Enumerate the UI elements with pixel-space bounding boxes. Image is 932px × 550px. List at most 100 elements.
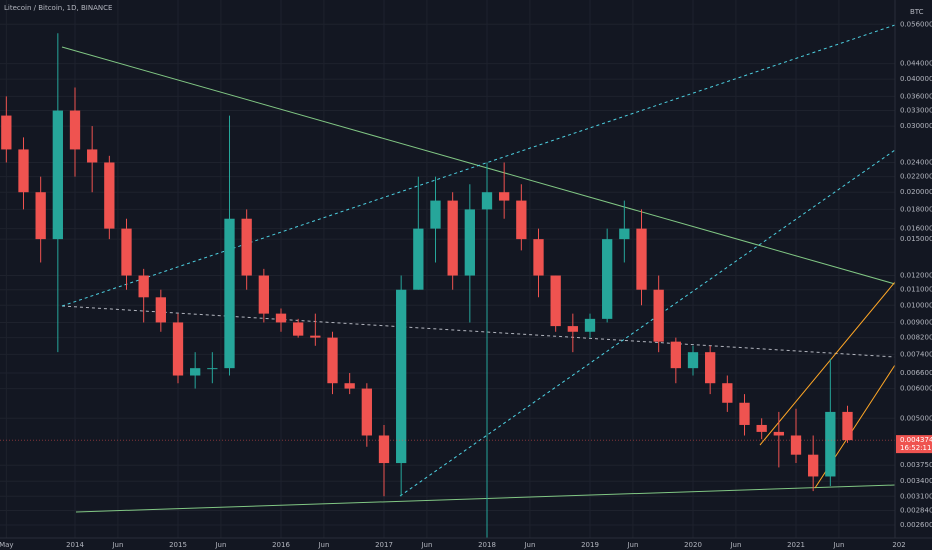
candle-body xyxy=(567,326,578,332)
candle-body xyxy=(584,318,596,332)
y-tick-label: 0.036000 xyxy=(900,92,932,100)
y-tick-label: 0.030000 xyxy=(900,122,932,130)
candle-body xyxy=(224,218,235,369)
y-tick-label: 0.056000 xyxy=(900,20,932,28)
candle-body xyxy=(705,352,716,384)
candle-body xyxy=(138,275,149,298)
channel-line xyxy=(759,281,896,446)
trend-line xyxy=(399,149,896,497)
y-tick-label: 0.007400 xyxy=(900,350,932,358)
candle-body xyxy=(293,322,304,336)
x-tick-label: Jun xyxy=(832,541,844,549)
y-tick-label: 0.033000 xyxy=(900,107,932,115)
y-tick-label: 0.009000 xyxy=(900,318,932,326)
x-tick-label: 2014 xyxy=(66,541,84,549)
candle-body xyxy=(739,402,750,425)
x-tick-label: Jun xyxy=(214,541,226,549)
x-tick-label: Jun xyxy=(523,541,535,549)
x-tick-label: 2016 xyxy=(272,541,290,549)
trend-line xyxy=(61,305,896,358)
candle-body xyxy=(825,411,836,477)
y-tick-label: 0.010000 xyxy=(900,301,932,309)
x-tick-label: Jun xyxy=(626,541,638,549)
y-tick-label: 0.005000 xyxy=(900,414,932,422)
candle-body xyxy=(464,209,475,276)
candle-body xyxy=(258,275,269,314)
candle-body xyxy=(756,424,767,432)
candle-body xyxy=(207,368,218,370)
candle-body xyxy=(18,149,29,193)
y-tick-label: 0.016000 xyxy=(900,225,932,233)
drawings xyxy=(61,24,896,513)
candle-body xyxy=(241,218,252,276)
candle-body xyxy=(447,200,458,276)
y-tick-label: 0.006600 xyxy=(900,369,932,377)
candle-body xyxy=(636,228,647,290)
candle-body xyxy=(121,228,132,276)
candle-body xyxy=(69,110,81,150)
candle-body xyxy=(327,337,338,384)
y-tick-label: 0.040000 xyxy=(900,75,932,83)
candle-body xyxy=(722,383,733,403)
chart-title: Litecoin / Bitcoin, 1D, BINANCE xyxy=(4,4,112,12)
candle-body xyxy=(190,368,201,376)
candle-body xyxy=(773,431,784,436)
candle-body xyxy=(310,335,321,338)
y-tick-label: 0.044000 xyxy=(900,60,932,68)
x-tick-label: Jun xyxy=(729,541,741,549)
candle-body xyxy=(808,454,819,477)
candle-body xyxy=(550,275,561,327)
x-tick-label: 2020 xyxy=(684,541,702,549)
x-tick-label: 2015 xyxy=(169,541,187,549)
countdown: 16:52:11 xyxy=(900,444,931,452)
x-tick-label: Jun xyxy=(317,541,329,549)
trend-line xyxy=(75,484,896,513)
trend-line xyxy=(61,24,896,307)
x-tick-label: 2019 xyxy=(581,541,599,549)
x-tick-label: Jun xyxy=(111,541,123,549)
candle-body xyxy=(104,162,115,229)
x-tick-label: 2017 xyxy=(375,541,393,549)
candle-body xyxy=(687,352,699,369)
candle-body xyxy=(619,228,630,240)
candle-body xyxy=(378,435,390,464)
candle-body xyxy=(275,313,287,323)
y-tick-label: 0.024000 xyxy=(900,158,932,166)
x-tick-label: Jun xyxy=(420,541,432,549)
candle-body xyxy=(35,192,46,240)
axis-labels: 0.056000 0.044000 0.040000 0.036000 0.033000… xyxy=(0,20,932,549)
candle-body xyxy=(396,289,407,464)
y-tick-label: 0.011000 xyxy=(900,286,932,294)
candles xyxy=(0,33,895,538)
candle-body xyxy=(172,322,184,376)
candle-body xyxy=(52,110,63,240)
candle-body xyxy=(361,388,372,436)
currency: BTC xyxy=(910,8,924,16)
candle-body xyxy=(499,192,510,201)
y-tick-label: 0.012000 xyxy=(900,272,932,280)
y-tick-label: 0.018000 xyxy=(900,205,932,213)
candle-body xyxy=(481,192,493,210)
candle-body xyxy=(430,200,441,229)
candle-body xyxy=(87,149,98,163)
y-tick-label: 0.006000 xyxy=(900,385,932,393)
candle-body xyxy=(790,435,802,455)
candle-body xyxy=(516,200,527,240)
candle-body xyxy=(533,239,544,276)
candle-body xyxy=(413,228,424,290)
candle-body xyxy=(344,383,355,389)
y-tick-label: 0.003750 xyxy=(900,461,932,469)
y-tick-label: 0.022000 xyxy=(900,173,932,181)
candle-body xyxy=(155,297,166,323)
x-tick-label: 2018 xyxy=(478,541,496,549)
y-tick-label: 0.002840 xyxy=(900,507,932,515)
x-tick-label: May xyxy=(0,541,14,549)
x-tick-label: 2021 xyxy=(787,541,805,549)
candle-body xyxy=(602,239,613,319)
y-tick-label: 0.020000 xyxy=(900,188,932,196)
y-tick-label: 0.008200 xyxy=(900,334,932,342)
candle-body xyxy=(1,115,12,150)
y-tick-label: 0.015000 xyxy=(900,235,932,243)
